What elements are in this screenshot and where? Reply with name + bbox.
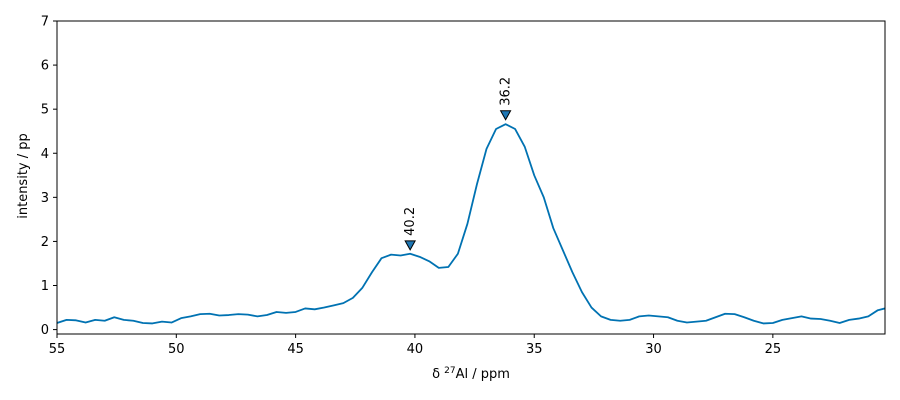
x-tick-label: 50 [168, 342, 185, 357]
y-axis-ticks: 0 1 2 3 4 5 6 7 [41, 15, 57, 338]
y-tick-label: 7 [41, 15, 49, 30]
x-tick-label: 45 [287, 342, 304, 357]
y-tick-label: 4 [41, 147, 49, 162]
plot-frame [56, 20, 886, 335]
y-tick-label: 6 [41, 59, 49, 74]
peak-marker [499, 110, 512, 121]
x-tick-label: 35 [526, 342, 543, 357]
x-axis-ticks: 55 50 45 40 35 30 25 [49, 334, 781, 357]
y-axis-label: intensity / pp [16, 133, 31, 219]
peak-marker [404, 240, 417, 251]
x-tick-label: 55 [49, 342, 66, 357]
y-tick-label: 5 [41, 103, 49, 118]
peak-label: 40.2 [403, 207, 418, 236]
plot-area: 40.2 36.2 [56, 20, 886, 335]
x-tick-label: 30 [645, 342, 662, 357]
y-tick-label: 2 [41, 235, 49, 250]
x-tick-label: 25 [765, 342, 782, 357]
x-tick-label: 40 [407, 342, 424, 357]
series-line-0 [57, 123, 885, 325]
y-tick-label: 3 [41, 191, 49, 206]
x-axis-label: δ 27Al / ppm [432, 366, 510, 382]
peak-label: 36.2 [499, 77, 514, 106]
y-tick-label: 1 [41, 279, 49, 294]
y-tick-label: 0 [41, 323, 49, 338]
